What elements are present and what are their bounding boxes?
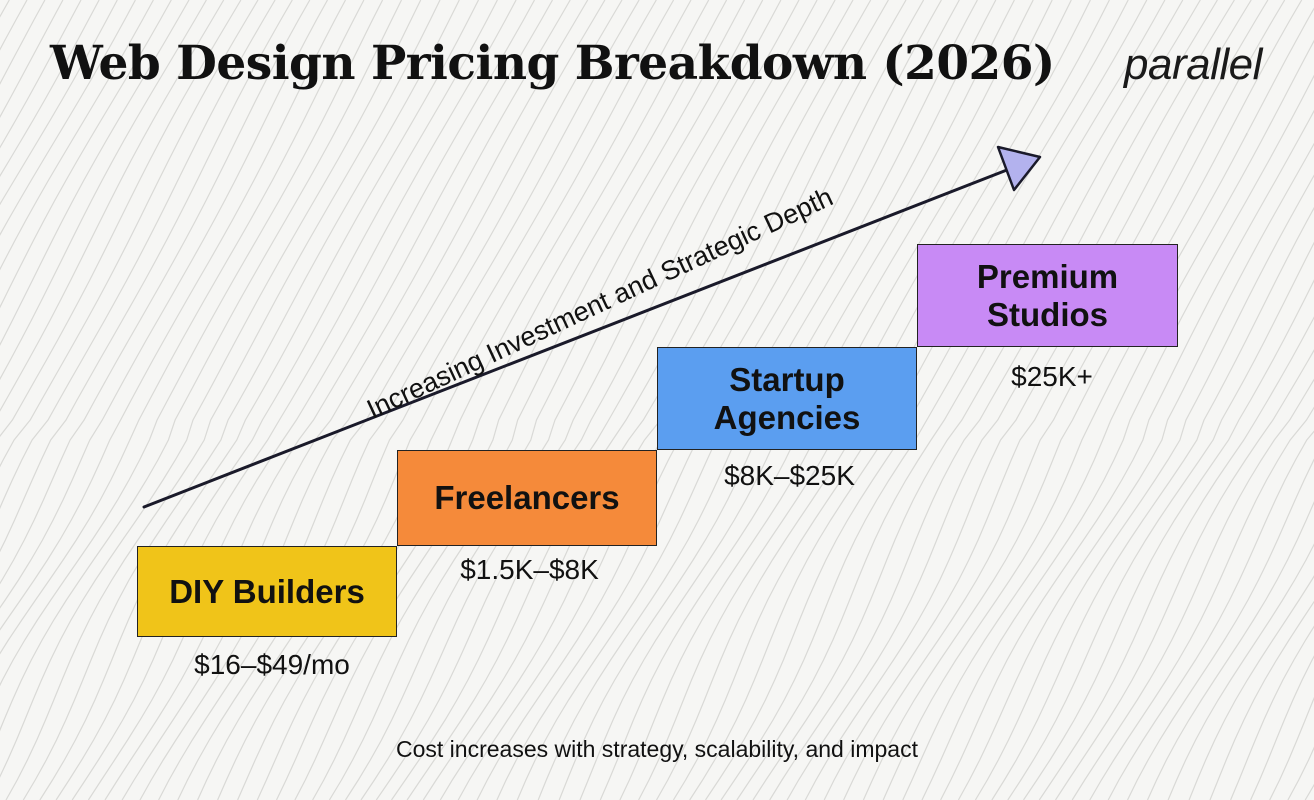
price-diy-builders: $16–$49/mo: [194, 649, 350, 680]
pattern-line: [1038, 316, 1314, 800]
pattern-line: [0, 0, 422, 778]
pattern-line: [360, 0, 800, 800]
pattern-line: [1007, 241, 1314, 800]
pattern-line: [1089, 406, 1314, 800]
price-startup-agencies: $8K–$25K: [724, 460, 855, 491]
pattern-line: [1146, 501, 1314, 800]
pattern-line: [256, 0, 692, 800]
pattern-line: [237, 0, 675, 800]
pattern-line: [974, 174, 1314, 800]
price-premium-studios: $25K+: [1011, 361, 1093, 392]
pattern-line: [312, 0, 746, 800]
pattern-line: [720, 0, 1166, 800]
brand-logo: parallel: [1124, 40, 1262, 89]
pattern-line: [422, 0, 872, 800]
pattern-line: [0, 0, 403, 732]
pattern-line: [882, 7, 1314, 800]
pattern-line: [1126, 458, 1314, 800]
pattern-line: [375, 0, 818, 800]
pattern-line: [0, 0, 172, 309]
pattern-line: [275, 0, 710, 800]
pattern-line: [0, 0, 136, 236]
pattern-line: [0, 0, 118, 206]
pattern-line: [391, 0, 836, 800]
pattern-line: [0, 0, 365, 655]
step-freelancers: Freelancers: [397, 450, 657, 546]
pattern-line: [104, 0, 554, 800]
pattern-line: [5, 0, 441, 800]
pattern-line: [0, 0, 384, 687]
pattern-line: [0, 0, 242, 437]
step-label: DIY Builders: [169, 572, 365, 610]
growth-arrow-shaft: [142, 166, 1014, 509]
pattern-line: [1250, 655, 1314, 800]
pattern-line: [197, 0, 640, 800]
pattern-line: [769, 0, 1218, 800]
step-premium-studios: Premium Studios: [917, 244, 1178, 347]
pattern-line: [87, 0, 536, 800]
pattern-line: [71, 0, 517, 800]
pattern-line: [121, 0, 571, 800]
pattern-line: [736, 0, 1184, 800]
pattern-line: [0, 0, 207, 381]
pattern-line: [158, 0, 606, 800]
pattern-line: [1023, 279, 1314, 800]
pattern-line: [0, 0, 347, 631]
pattern-line: [843, 0, 1286, 800]
pattern-line: [902, 39, 1314, 800]
pattern-line: [177, 0, 623, 800]
pattern-line: [991, 206, 1314, 800]
pattern-line: [0, 0, 276, 510]
pattern-line: [1054, 349, 1314, 800]
price-freelancers: $1.5K–$8K: [460, 554, 599, 585]
pattern-line: [804, 0, 1252, 800]
step-label: Startup Agencies: [713, 360, 861, 436]
pattern-line: [0, 0, 82, 149]
pattern-line: [0, 0, 311, 585]
pattern-line: [705, 0, 1148, 800]
pattern-line: [921, 74, 1314, 800]
pattern-line: [957, 142, 1314, 800]
pattern-line: [1071, 378, 1314, 800]
pattern-line: [0, 0, 154, 271]
pattern-line: [139, 0, 589, 800]
pattern-line: [823, 0, 1269, 800]
pattern-line: [39, 0, 480, 800]
step-label: Freelancers: [434, 479, 620, 516]
arrow-head-icon: [996, 145, 1042, 192]
pattern-line: [22, 0, 460, 800]
footer-caption: Cost increases with strategy, scalabilit…: [396, 736, 918, 762]
page-title: Web Design Pricing Breakdown (2026): [50, 36, 1055, 91]
pattern-line: [406, 0, 854, 800]
pattern-line: [1188, 575, 1314, 800]
pattern-line: [0, 0, 293, 553]
pattern-line: [328, 0, 764, 800]
pattern-line: [0, 0, 190, 346]
pattern-line: [1167, 543, 1314, 800]
pattern-line: [786, 0, 1235, 800]
pattern-line: [1209, 600, 1314, 800]
pattern-line: [940, 109, 1314, 800]
pattern-line: [0, 0, 100, 177]
pattern-line: [0, 0, 329, 609]
pattern-line: [752, 0, 1201, 800]
pattern-line: [1230, 625, 1314, 800]
step-label: Premium Studios: [976, 257, 1119, 333]
pattern-line: [344, 0, 782, 800]
pattern-line: [0, 0, 259, 468]
step-startup-agencies: Startup Agencies: [657, 347, 917, 450]
pattern-line: [55, 0, 498, 800]
pattern-line: [217, 0, 657, 800]
pattern-line: [862, 0, 1303, 800]
pattern-line: [294, 0, 728, 800]
step-diy-builders: DIY Builders: [137, 546, 397, 637]
pattern-line: [0, 0, 225, 412]
pattern-line: [1107, 430, 1314, 800]
